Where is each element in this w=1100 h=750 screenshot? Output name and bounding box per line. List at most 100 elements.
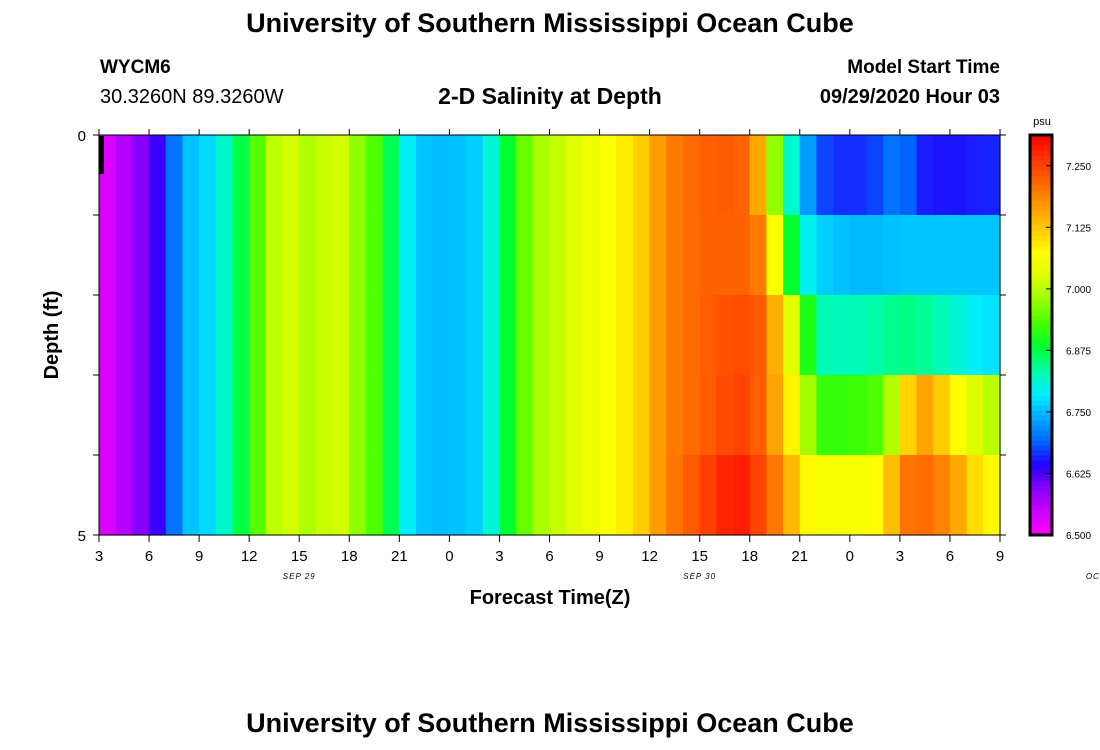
colorbar-segment [1030,450,1052,456]
heatmap-cell [816,295,834,376]
heatmap-cell [899,455,918,536]
colorbar-segment [1030,330,1052,336]
x-tick-label: 6 [946,548,954,565]
heatmap-cell [449,375,467,456]
heatmap-cell [582,375,601,456]
y-axis: 05 [78,128,1006,545]
heatmap-cell [265,135,284,216]
heatmap-cell [916,295,934,376]
heatmap-cell [215,215,234,296]
heatmap-cell [532,295,551,376]
heatmap-cell [282,295,300,376]
heatmap-cell [883,135,901,216]
colorbar-segment [1030,410,1052,416]
heatmap-cell [132,455,150,536]
heatmap-cell [766,215,784,296]
heatmap-cell [315,375,334,456]
heatmap-cell [716,375,734,456]
colorbar-segment [1030,465,1052,471]
heatmap-cell [365,455,384,536]
heatmap-cell [833,455,851,536]
heatmap-cell [149,135,167,216]
heatmap-cell [799,135,818,216]
heatmap-cell [933,135,951,216]
colorbar-segment [1030,280,1052,286]
heatmap-cell [566,295,584,376]
heatmap-cell [199,215,217,296]
heatmap-cell [265,375,284,456]
colorbar-segment [1030,445,1052,451]
heatmap-cell [666,135,684,216]
heatmap-cell [833,135,851,216]
heatmap-cell [799,455,818,536]
heatmap-cell [816,215,834,296]
colorbar-segment [1030,370,1052,376]
heatmap-cell [749,455,768,536]
station-coords: 30.3260N 89.3260W [100,86,284,108]
colorbar-segment [1030,270,1052,276]
heatmap-cell [149,215,167,296]
colorbar-tick-label: 7.250 [1066,162,1091,173]
heatmap-cell [115,215,133,296]
heatmap-cell [315,215,334,296]
heatmap-cell [199,135,217,216]
colorbar-segment [1030,495,1052,501]
heatmap-cell [332,295,350,376]
colorbar-segment [1030,135,1052,141]
heatmap-cell [432,135,450,216]
x-tick-label: 9 [195,548,203,565]
heatmap-cell [249,455,267,536]
colorbar-segment [1030,175,1052,181]
heatmap-cell [766,375,784,456]
colorbar-segment [1030,235,1052,241]
x-tick-label: 3 [95,548,103,565]
heatmap-cell [899,375,918,456]
heatmap-cell [799,215,818,296]
heatmap-cell [115,135,133,216]
colorbar-segment [1030,420,1052,426]
heatmap-cell [466,295,484,376]
heatmap-cell [749,375,768,456]
colorbar-tick-label: 7.000 [1066,285,1091,296]
heatmap-cell [399,375,417,456]
heatmap-cell [933,295,951,376]
colorbar-segment [1030,155,1052,161]
heatmap-cell [749,215,768,296]
heatmap-cell [399,455,417,536]
heatmap-cell [916,135,934,216]
heatmap-cell [516,375,534,456]
colorbar-segment [1030,440,1052,446]
date-label: OCT 1 [1086,572,1100,581]
heatmap-cell [682,455,701,536]
colorbar-tick-label: 6.875 [1066,346,1091,357]
date-label: SEP 30 [683,572,716,581]
x-tick-label: 3 [896,548,904,565]
colorbar-segment [1030,165,1052,171]
heatmap-cell [649,375,667,456]
heatmap-cell [182,455,200,536]
heatmap-cells [99,135,1001,536]
heatmap-cell [232,375,250,456]
heatmap-cell [215,295,234,376]
heatmap-cell [699,295,717,376]
heatmap-cell [165,135,184,216]
colorbar-segment [1030,360,1052,366]
colorbar-segment [1030,140,1052,146]
colorbar-segment [1030,460,1052,466]
heatmap-cell [899,135,918,216]
x-tick-label: 6 [545,548,553,565]
colorbar-segment [1030,455,1052,461]
heatmap-cell [866,295,884,376]
colorbar-segment [1030,485,1052,491]
heatmap-cell [132,295,150,376]
heatmap-cell [766,295,784,376]
heatmap-cell [432,215,450,296]
heatmap-cell [632,135,651,216]
heatmap-cell [332,215,350,296]
colorbar-segment [1030,415,1052,421]
heatmap-cell [282,215,300,296]
heatmap-cell [766,135,784,216]
colorbar-segment [1030,160,1052,166]
heatmap-cell [265,215,284,296]
y-tick-label: 0 [78,128,86,145]
